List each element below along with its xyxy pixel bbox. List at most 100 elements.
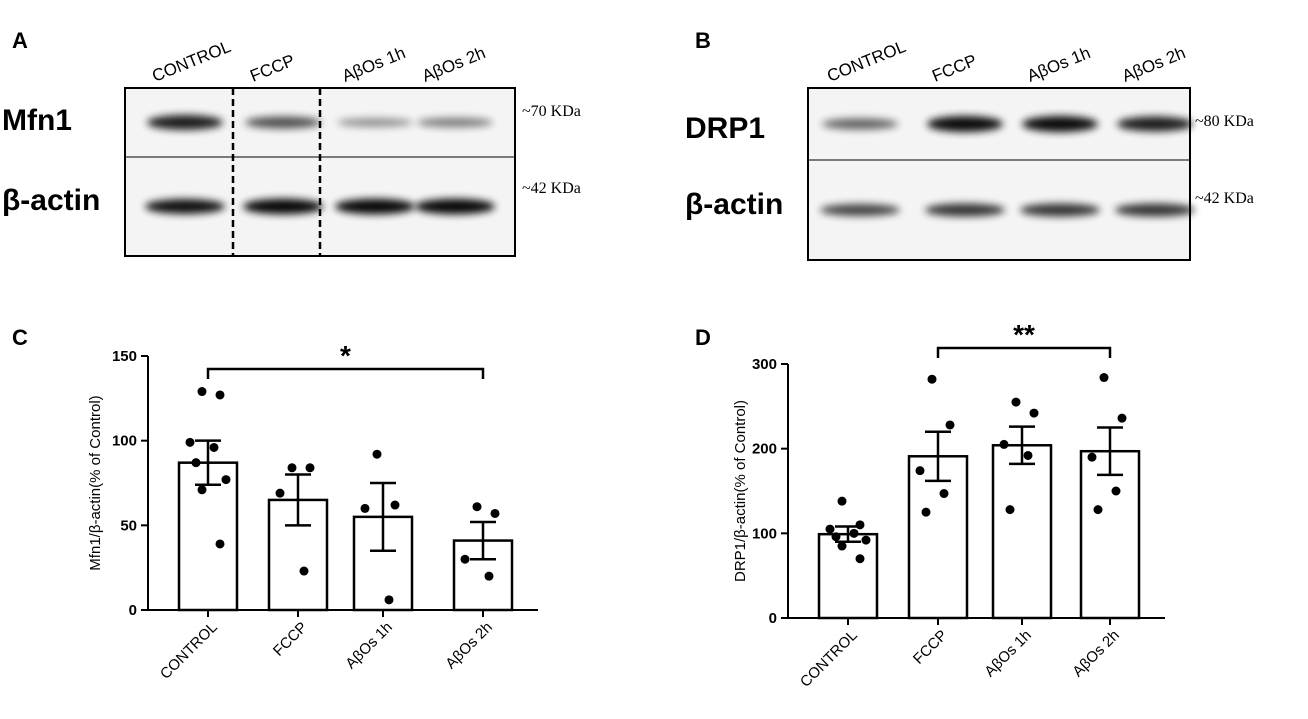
x-tick-label: AβOs 1h xyxy=(981,627,1034,680)
panel-letter: A xyxy=(12,28,28,53)
lane-label: AβOs 2h xyxy=(419,43,488,86)
x-tick-label: FCCP xyxy=(270,619,311,660)
bar xyxy=(991,444,1053,620)
y-tick-label: 200 xyxy=(752,441,777,458)
row-label: Mfn1 xyxy=(2,104,72,137)
blot-band xyxy=(245,116,321,129)
data-point xyxy=(360,503,370,513)
data-point xyxy=(372,449,382,459)
error-bar xyxy=(470,520,496,561)
blot-band xyxy=(1022,116,1098,132)
blot-band xyxy=(147,115,223,130)
data-point xyxy=(1093,505,1103,515)
data-point xyxy=(197,485,207,495)
data-point xyxy=(472,502,482,512)
error-bar xyxy=(195,439,221,486)
x-tick-label: AβOs 2h xyxy=(1069,627,1122,680)
data-point xyxy=(831,532,841,542)
size-label: ~42 KDa xyxy=(1195,190,1254,207)
blot-band xyxy=(1115,203,1195,217)
lane-label: CONTROL xyxy=(824,37,908,86)
data-point xyxy=(197,387,207,397)
row-label: β-actin xyxy=(2,184,100,217)
data-point xyxy=(1117,413,1127,423)
data-point xyxy=(927,374,937,384)
significance-bracket xyxy=(206,367,485,379)
data-point xyxy=(209,442,219,452)
blot-band xyxy=(415,198,495,215)
data-point xyxy=(1005,505,1015,515)
blot-band xyxy=(822,118,898,130)
data-point xyxy=(1029,408,1039,418)
blot-band xyxy=(927,116,1003,132)
significance-label: * xyxy=(340,340,351,371)
y-tick-label: 0 xyxy=(769,610,777,627)
charts: 0 50 100 150 Mfn1/β-actin(% of Control) CONTR… xyxy=(87,319,1165,691)
x-tick-label: CONTROL xyxy=(157,619,221,683)
lane-label: FCCP xyxy=(247,51,297,86)
y-tick-label: 100 xyxy=(112,433,137,450)
data-point xyxy=(921,507,931,517)
panel-letter: D xyxy=(695,325,711,350)
data-point xyxy=(915,466,925,476)
data-point xyxy=(825,524,835,534)
blot-band xyxy=(417,117,493,128)
significance-bracket xyxy=(936,346,1112,358)
y-axis-label: DRP1/β-actin(% of Control) xyxy=(732,400,749,582)
data-point xyxy=(855,554,865,564)
x-tick-label: FCCP xyxy=(910,627,951,668)
blot-frame xyxy=(807,87,1191,261)
data-point xyxy=(221,475,231,485)
lane-label: AβOs 1h xyxy=(339,43,408,86)
data-point xyxy=(939,489,949,499)
x-tick-label: AβOs 1h xyxy=(342,619,395,672)
blot-band xyxy=(1117,116,1193,132)
data-point xyxy=(185,437,195,447)
data-point xyxy=(460,554,470,564)
y-axis-label: Mfn1/β-actin(% of Control) xyxy=(87,395,104,570)
y-tick-label: 100 xyxy=(752,525,777,542)
error-bar xyxy=(1009,425,1035,466)
data-point xyxy=(945,420,955,430)
bar xyxy=(907,455,969,620)
data-point xyxy=(390,500,400,510)
blot-band xyxy=(243,198,323,215)
row-label: DRP1 xyxy=(685,112,765,145)
data-point xyxy=(1111,486,1121,496)
y-tick-label: 150 xyxy=(112,348,137,365)
row-label: β-actin xyxy=(685,188,783,221)
y-tick-label: 0 xyxy=(129,602,137,619)
bar xyxy=(817,532,879,620)
blot-band xyxy=(145,199,225,214)
data-point xyxy=(484,571,494,581)
y-tick-label: 300 xyxy=(752,356,777,373)
data-point xyxy=(855,520,865,530)
size-label: ~70 KDa xyxy=(522,103,581,120)
data-point xyxy=(1011,397,1021,407)
error-bar xyxy=(285,473,311,527)
data-point xyxy=(849,528,859,538)
x-tick-label: AβOs 2h xyxy=(442,619,495,672)
error-bar xyxy=(925,430,951,483)
panel-letter: B xyxy=(695,28,711,53)
lane-label: FCCP xyxy=(929,51,979,86)
error-bar xyxy=(1097,426,1123,477)
x-tick-label: CONTROL xyxy=(797,627,861,691)
data-point xyxy=(384,595,394,605)
lane-label: CONTROL xyxy=(149,37,233,86)
data-point xyxy=(215,539,225,549)
size-label: ~80 KDa xyxy=(1195,113,1254,130)
data-point xyxy=(837,496,847,506)
significance-label: ** xyxy=(1013,319,1035,350)
data-point xyxy=(837,541,847,551)
size-label: ~42 KDa xyxy=(522,180,581,197)
data-point xyxy=(287,463,297,473)
blot-band xyxy=(335,198,415,215)
panel-letter: C xyxy=(12,325,28,350)
data-point xyxy=(861,535,871,545)
data-point xyxy=(999,439,1009,449)
bar xyxy=(1079,449,1141,620)
blot-band xyxy=(1020,203,1100,217)
data-point xyxy=(275,488,285,498)
